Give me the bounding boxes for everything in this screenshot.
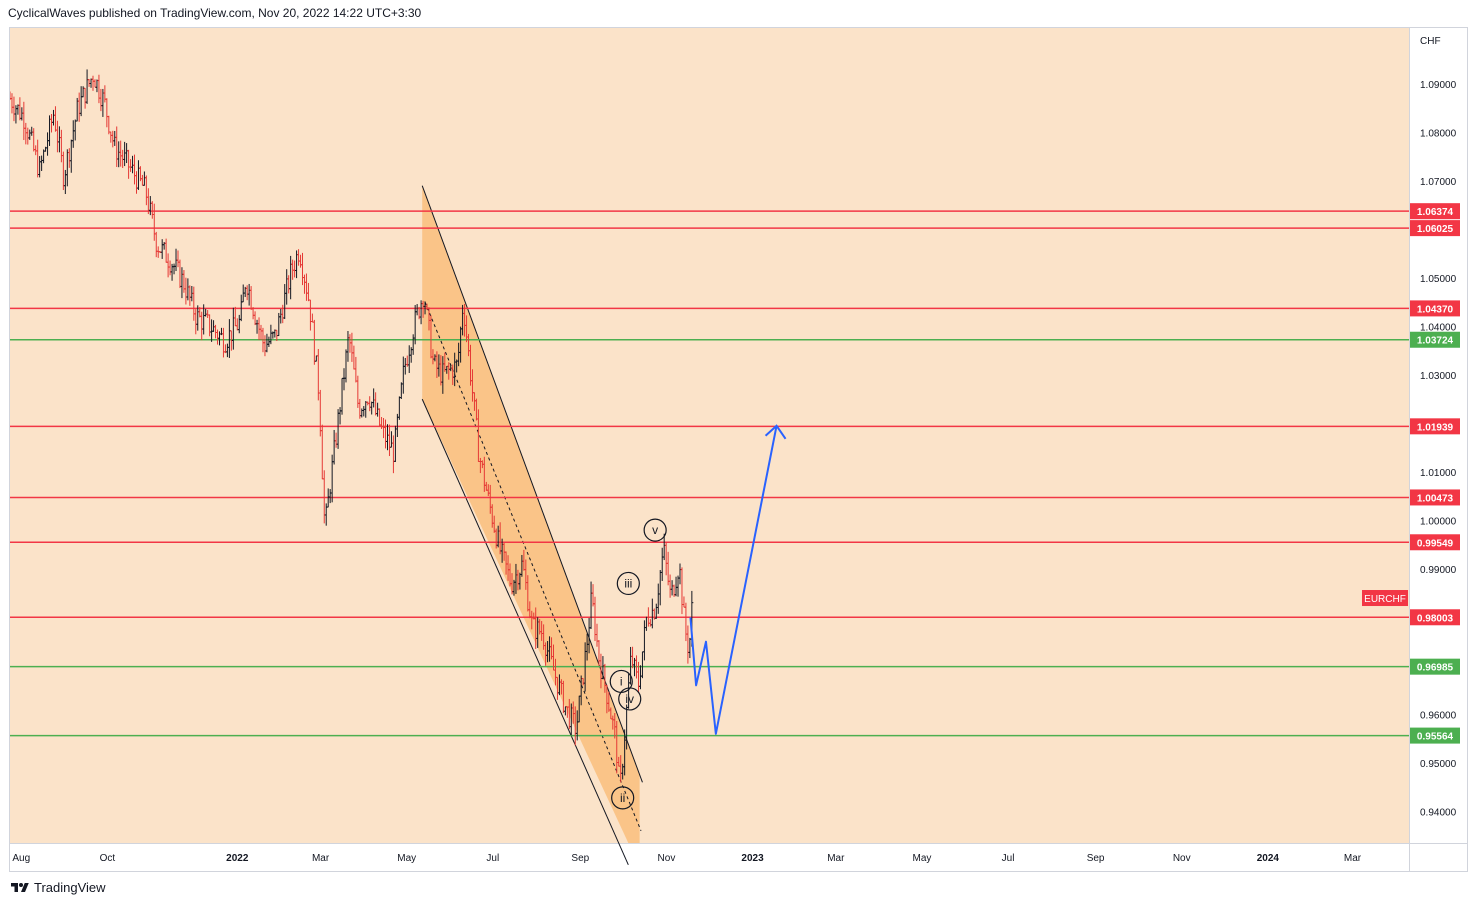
- wave-circle: [611, 786, 635, 810]
- chart-panel[interactable]: CHF i ii iii iv v 1.06374 1.06025 1.04370 1.037…: [8, 27, 1468, 872]
- channel-lower-line: [421, 398, 629, 866]
- y-tick-label: 1.05000: [1420, 274, 1457, 285]
- plot-background: [10, 28, 1409, 843]
- level-price-tag: [1410, 331, 1460, 348]
- y-tick-label: 1.07000: [1420, 177, 1457, 188]
- x-tick-label: Sep: [1087, 853, 1105, 864]
- wave-circle: [643, 518, 667, 542]
- y-tick-label: 1.03000: [1420, 371, 1457, 382]
- projection-path: [689, 425, 778, 735]
- wave-circle: [618, 687, 642, 711]
- y-tick-label: 0.95000: [1420, 759, 1457, 770]
- y-tick-label: 0.94000: [1420, 807, 1457, 818]
- wave-label: iii: [624, 576, 632, 590]
- level-price-tag: [1410, 418, 1460, 435]
- y-tick-label: 1.09000: [1420, 80, 1457, 91]
- level-price-tag: [1410, 489, 1460, 506]
- level-price-tag: [1410, 727, 1460, 744]
- x-tick-label: 2022: [226, 853, 249, 864]
- x-tick-label: Sep: [571, 853, 589, 864]
- bars-layer: [8, 69, 694, 783]
- channel-mid-dashed-line: [424, 301, 642, 832]
- y-tick-label: 0.96000: [1420, 710, 1457, 721]
- wave-label: i: [620, 674, 623, 688]
- y-tick-label: 1.04000: [1420, 322, 1457, 333]
- x-tick-label: 2023: [741, 853, 764, 864]
- level-price-tag: [1410, 220, 1460, 237]
- y-tick-label: 1.08000: [1420, 128, 1457, 139]
- time-axis[interactable]: Aug Oct 2022 Mar May Jul Sep Nov 2023 Mar May Jul Se…: [12, 853, 1361, 864]
- y-tick-label: 0.99000: [1420, 565, 1457, 576]
- channel-upper-line: [421, 185, 643, 783]
- x-tick-label: Mar: [312, 853, 330, 864]
- tradingview-logo-icon: [11, 882, 29, 892]
- symbol-tag-layer: EURCHF: [1362, 590, 1408, 607]
- x-tick-label: Nov: [1173, 853, 1191, 864]
- y-tick-label: 1.01000: [1420, 468, 1457, 479]
- x-tick-label: Oct: [100, 853, 116, 864]
- currency-label: CHF: [1420, 36, 1441, 47]
- x-tick-label: 2024: [1257, 853, 1280, 864]
- wave-label: ii: [620, 791, 625, 805]
- footer: TradingView: [10, 880, 106, 895]
- wave-label: v: [652, 523, 658, 537]
- x-tick-label: Aug: [12, 853, 30, 864]
- wave-circle: [616, 571, 640, 596]
- x-tick-label: Jul: [1002, 853, 1015, 864]
- level-price-tag: [1410, 203, 1460, 220]
- footer-brand: TradingView: [34, 880, 106, 895]
- wave-label: iv: [625, 692, 634, 706]
- level-price-tag: [1410, 609, 1460, 626]
- x-tick-label: Nov: [658, 853, 676, 864]
- symbol-label: EURCHF: [1364, 594, 1406, 605]
- level-price-tag: [1410, 300, 1460, 317]
- projection-layer: [689, 424, 787, 735]
- price-axis[interactable]: 1.06374 1.06025 1.04370 1.03724 1.01939 1.004…: [1410, 80, 1460, 819]
- symbol-tag: [1362, 590, 1408, 607]
- y-tick-label: 1.00000: [1420, 516, 1457, 527]
- level-price-label: 1.06025: [1417, 224, 1454, 235]
- level-price-label: 1.04370: [1417, 304, 1454, 315]
- level-price-label: 1.03724: [1417, 336, 1454, 347]
- level-price-label: 0.99549: [1417, 538, 1454, 549]
- level-price-label: 1.01939: [1417, 422, 1454, 433]
- x-tick-label: Mar: [827, 853, 845, 864]
- x-tick-label: May: [913, 853, 932, 864]
- level-price-tag: [1410, 658, 1460, 675]
- level-price-label: 1.00473: [1417, 493, 1454, 504]
- publish-header: CyclicalWaves published on TradingView.c…: [8, 6, 422, 20]
- level-price-label: 0.98003: [1417, 613, 1454, 624]
- projection-arrowhead: [764, 424, 787, 440]
- x-tick-label: Jul: [486, 853, 499, 864]
- level-price-label: 0.96985: [1417, 663, 1454, 674]
- x-tick-label: May: [397, 853, 416, 864]
- level-price-label: 1.06374: [1417, 207, 1454, 218]
- level-price-label: 0.95564: [1417, 732, 1454, 743]
- x-tick-label: Mar: [1344, 853, 1362, 864]
- level-price-tag: [1410, 534, 1460, 551]
